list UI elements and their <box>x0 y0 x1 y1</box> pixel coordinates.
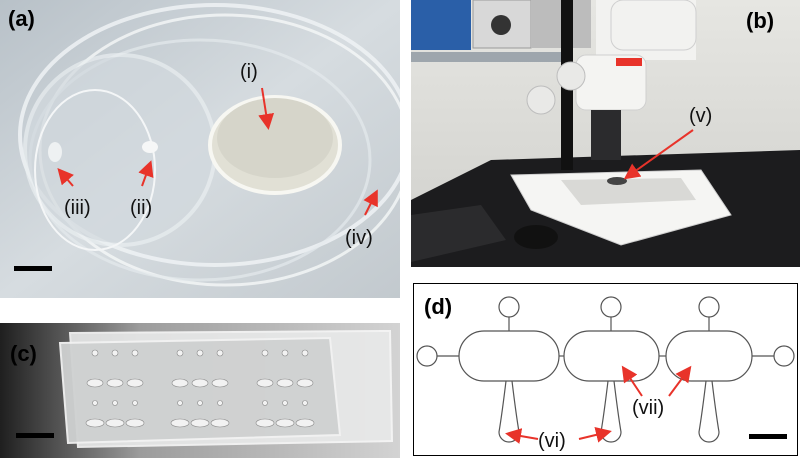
annotation-v: (v) <box>689 105 712 127</box>
chip-features <box>85 349 315 428</box>
panel-c: (c) <box>0 323 400 458</box>
panel-a-label: (a) <box>8 6 35 31</box>
panel-c-label: (c) <box>10 341 37 366</box>
panel-b-photo: (v) <box>411 0 800 267</box>
panel-b-label: (b) <box>746 8 775 33</box>
panel-b: (v) (b) <box>411 0 800 267</box>
scale-bar <box>14 266 52 271</box>
panel-a: (i) (ii) (iii) (iv) (a) <box>0 0 400 298</box>
scale-bar <box>16 433 54 438</box>
scale-bar <box>749 434 787 439</box>
annotation-ii: (ii) <box>130 197 152 219</box>
annotation-iv: (iv) <box>345 227 373 249</box>
annotation-i: (i) <box>240 61 258 83</box>
panel-d: (vi) (vii) (d) <box>413 283 798 456</box>
annotation-iii: (iii) <box>64 197 91 219</box>
annotation-vii: (vii) <box>632 397 664 419</box>
panel-d-schematic: (vi) (vii) <box>416 296 795 452</box>
panel-a-photo: (i) (ii) (iii) (iv) <box>0 0 400 298</box>
panel-d-label: (d) <box>424 294 453 319</box>
annotation-vi: (vi) <box>538 430 566 452</box>
panel-c-photo <box>0 323 400 458</box>
